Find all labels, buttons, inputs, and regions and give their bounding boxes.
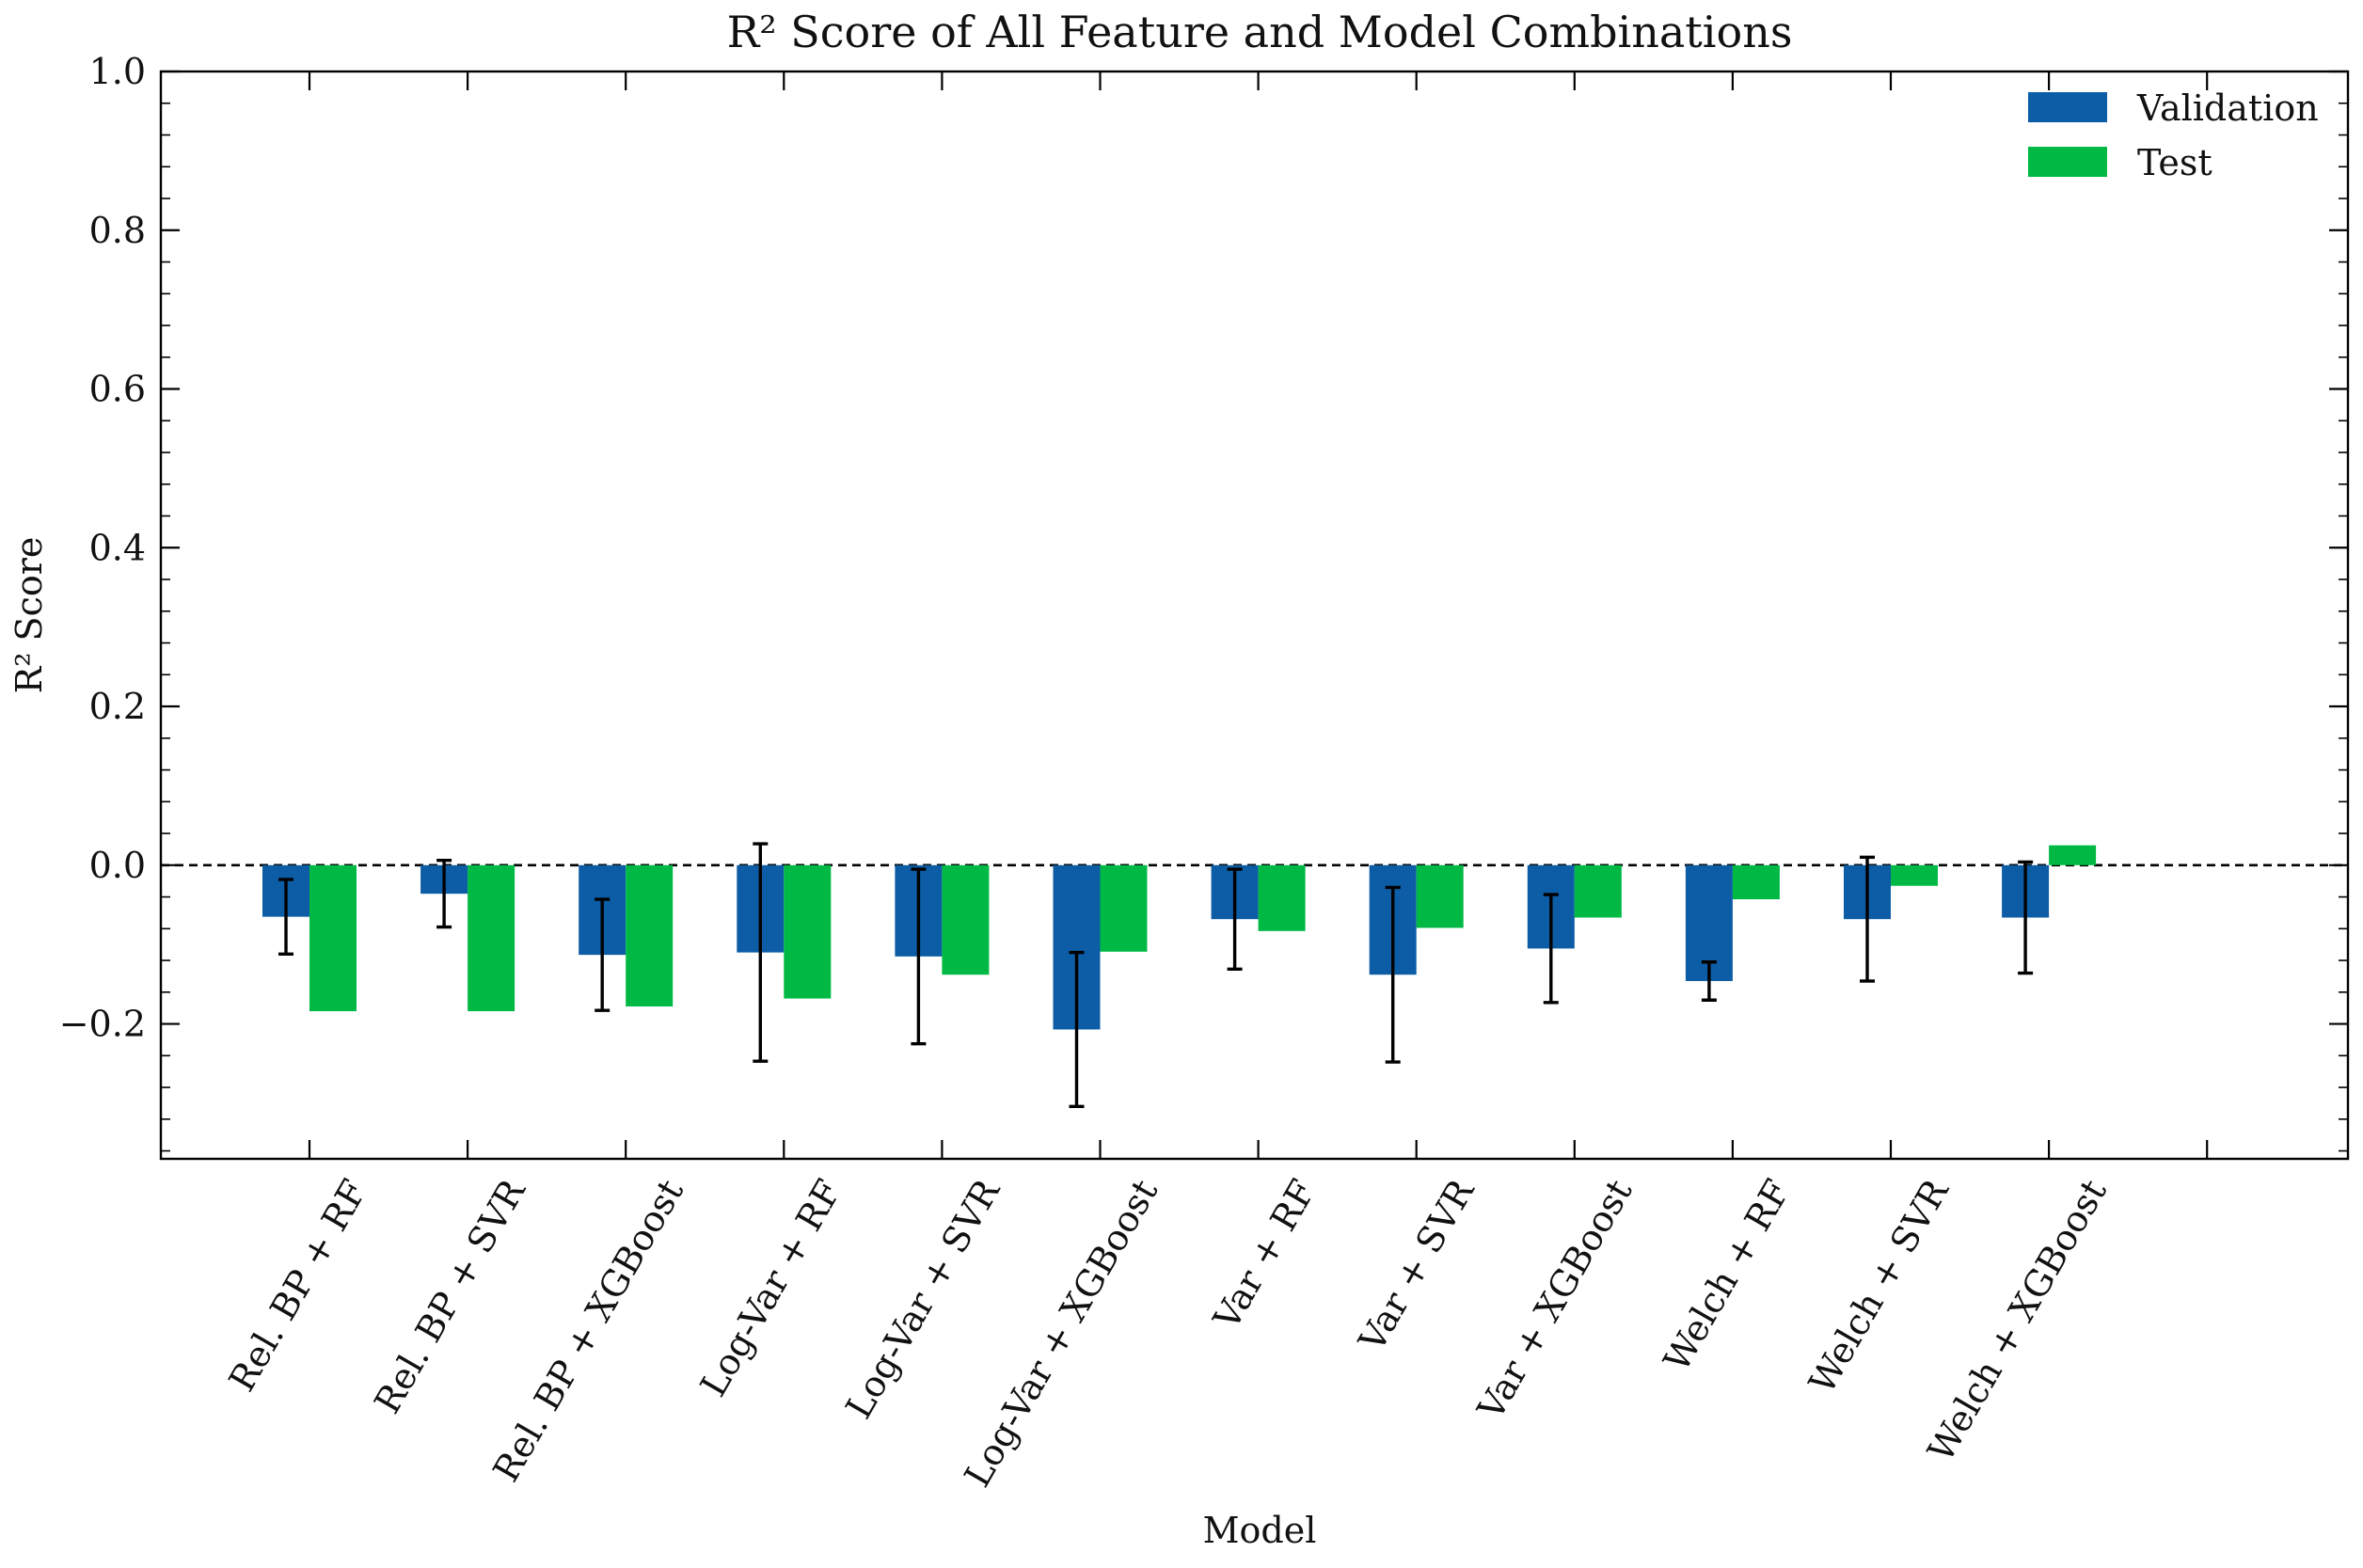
x-tick-label: Rel. BP + RF [221,1173,375,1399]
x-tick-label: Welch + SVR [1800,1171,1957,1401]
y-tick-label: 0.2 [89,686,146,727]
y-tick-label: 0.4 [89,527,146,568]
test-bar [1574,864,1622,918]
error-bars [278,842,2034,1109]
x-tick-label: Var + SVR [1350,1171,1483,1359]
x-tick-label: Log-Var + SVR [837,1171,1007,1425]
test-bar [784,864,832,999]
test-bar [1100,864,1148,952]
x-tick-label: Welch + XGBoost [1920,1173,2115,1469]
test-bar [626,864,674,1006]
test-bar [1732,864,1780,900]
y-tick-label: 0.6 [89,369,146,410]
y-tick-label: −0.2 [59,1004,146,1045]
y-axis-title: R² Score [8,537,50,694]
test-bar [2049,845,2097,865]
test-bar [309,864,357,1012]
x-axis-title: Model [1203,1510,1317,1551]
test-bar [468,864,515,1012]
x-tick-label: Var + XGBoost [1469,1173,1641,1428]
plot-area: −0.2 0.0 0.2 0.4 0.6 0.8 1.0 [59,51,2350,1161]
chart-title: R² Score of All Feature and Model Combin… [727,7,1793,57]
y-tick-label: 0.0 [89,845,146,886]
x-tick-label: Log-Var + RF [692,1173,849,1404]
legend-label: Validation [2136,87,2319,129]
x-tick-label: Rel. BP + SVR [366,1171,533,1420]
bars [262,845,2097,1030]
test-bar [1258,864,1306,931]
test-bar [1891,864,1938,886]
x-tick-label: Var + RF [1205,1173,1324,1338]
legend: Validation Test [2028,87,2319,183]
test-bar [942,864,990,975]
x-tick-label: Welch + RF [1656,1173,1799,1379]
legend-swatch [2028,92,2107,122]
test-bar [1416,864,1464,928]
y-tick-label: 0.8 [89,210,146,251]
y-tick-label: 1.0 [89,51,146,92]
legend-label: Test [2137,142,2212,183]
legend-swatch [2028,147,2107,177]
plot-frame [159,70,2350,1161]
